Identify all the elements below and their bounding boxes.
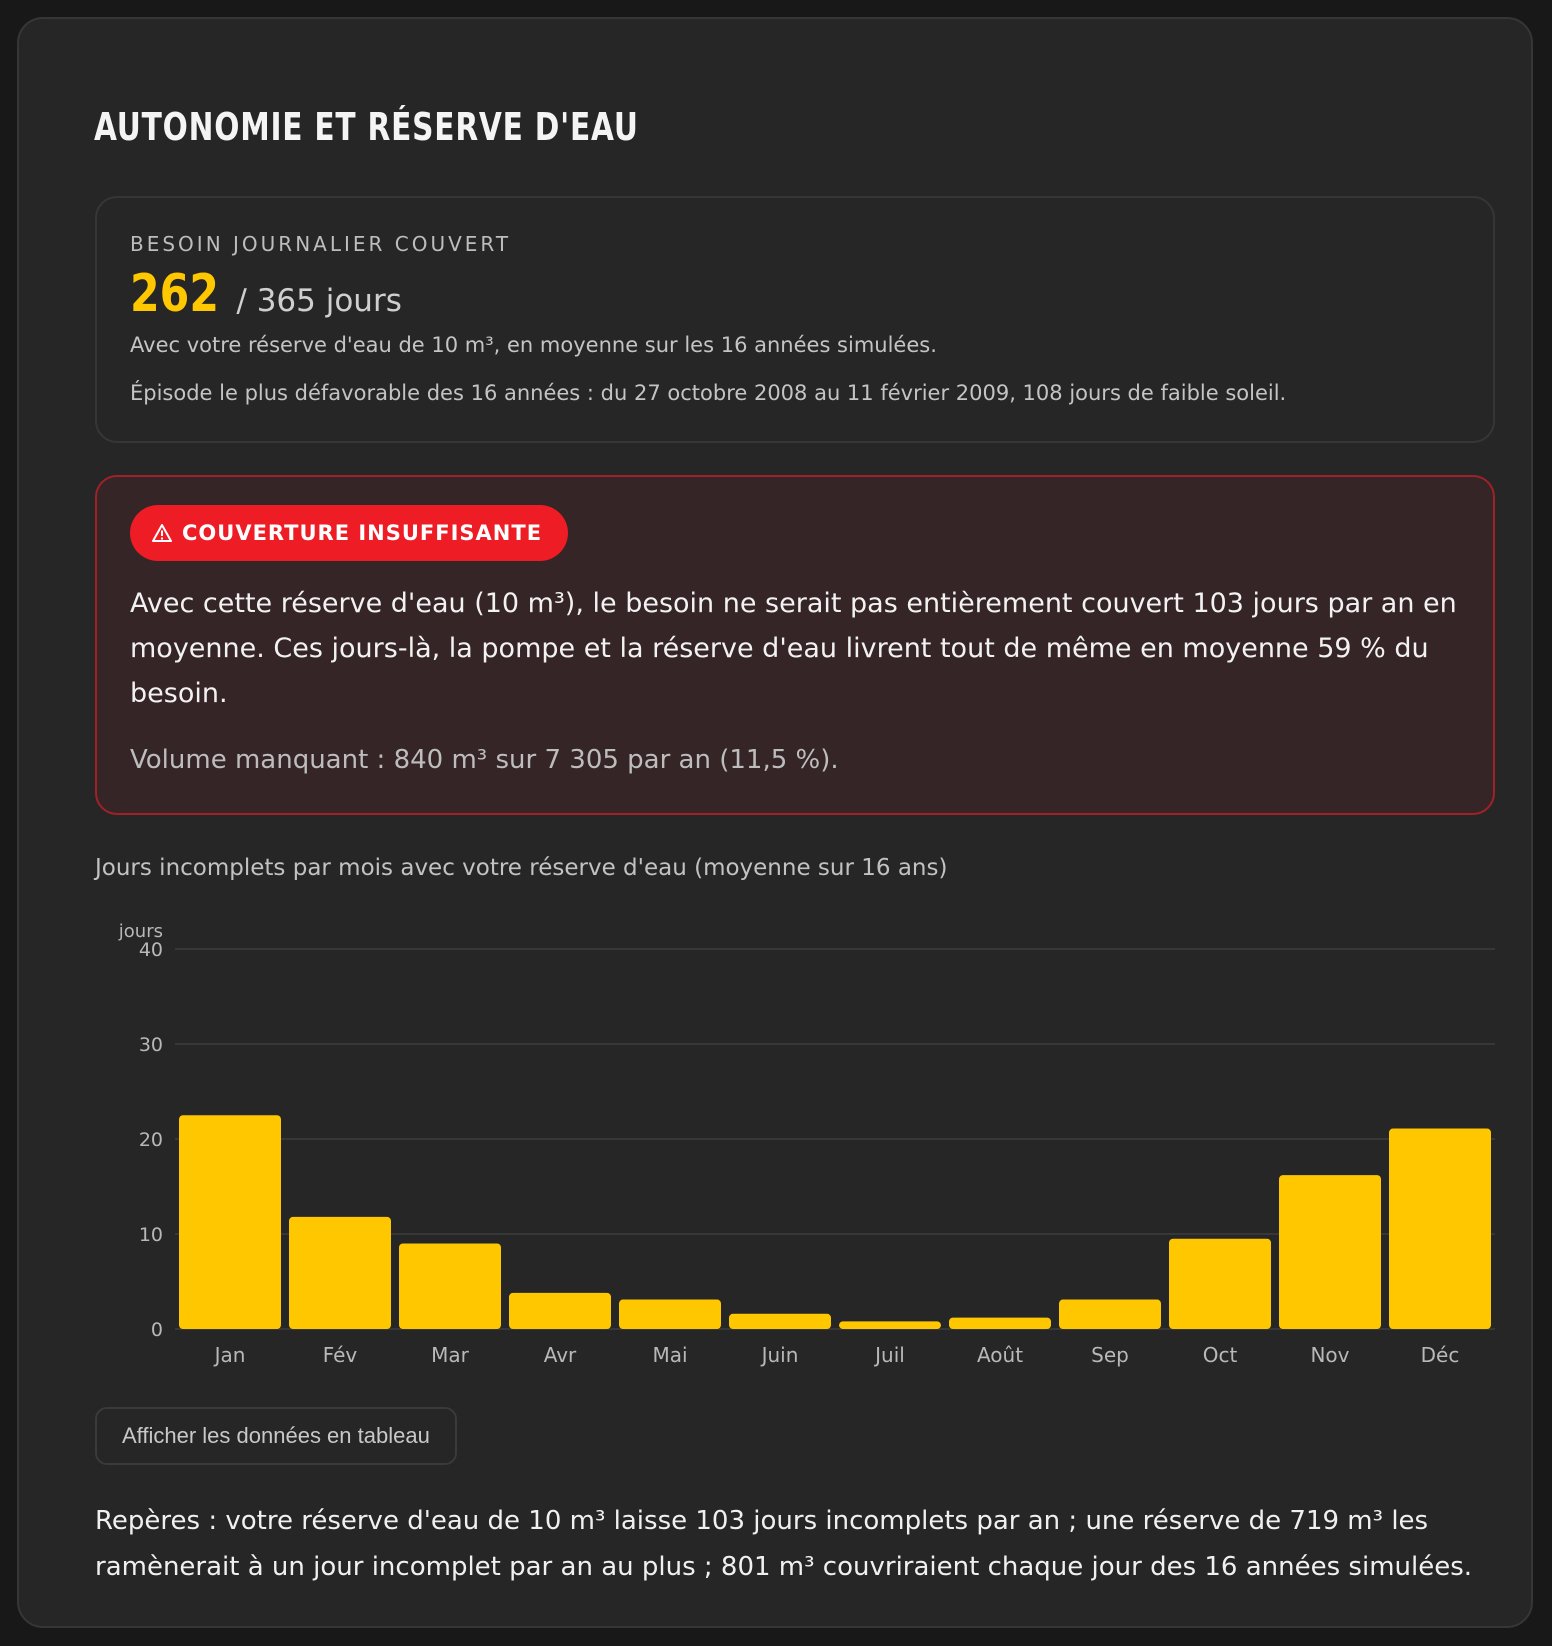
bar-nov	[1279, 1175, 1381, 1329]
bar-jan	[179, 1115, 281, 1329]
x-tick-label: Sep	[1091, 1343, 1129, 1367]
autonomy-card: AUTONOMIE ET RÉSERVE D'EAU BESOIN JOURNA…	[17, 17, 1533, 1628]
x-tick-label: Déc	[1421, 1343, 1460, 1367]
bar-fév	[289, 1216, 391, 1329]
x-tick-label: Avr	[544, 1343, 577, 1367]
x-tick-label: Juin	[760, 1343, 799, 1367]
insufficient-coverage-alert: COUVERTURE INSUFFISANTE Avec cette réser…	[95, 475, 1495, 815]
coverage-total: / 365 jours	[226, 283, 402, 319]
bar-déc	[1389, 1128, 1491, 1329]
bar-août	[949, 1317, 1051, 1329]
x-tick-label: Nov	[1310, 1343, 1349, 1367]
x-tick-label: Mai	[652, 1343, 687, 1367]
card-title: AUTONOMIE ET RÉSERVE D'EAU	[94, 105, 639, 149]
show-table-button[interactable]: Afficher les données en tableau	[95, 1407, 457, 1465]
benchmarks-text: Repères : votre réserve d'eau de 10 m³ l…	[95, 1506, 1473, 1582]
alert-message: Avec cette réserve d'eau (10 m³), le bes…	[130, 588, 1457, 709]
y-tick-label: 10	[139, 1224, 163, 1246]
missing-volume: Volume manquant : 840 m³ sur 7 305 par a…	[130, 745, 839, 775]
status-badge-label: COUVERTURE INSUFFISANTE	[182, 521, 543, 545]
y-tick-label: 30	[139, 1034, 163, 1056]
y-tick-label: 20	[139, 1129, 163, 1151]
warning-icon	[152, 524, 172, 542]
monthly-incomplete-days-chart: jours 0 10 20 30 40 Jan Fév Mar Avr Mai Juin Juil Aoû…	[118, 921, 1495, 1367]
bar-sep	[1059, 1299, 1161, 1329]
coverage-line: 262 / 365 jours	[130, 264, 402, 324]
y-tick-label: 40	[139, 939, 163, 961]
x-tick-label: Oct	[1203, 1343, 1238, 1367]
coverage-note: Avec votre réserve d'eau de 10 m³, en mo…	[130, 333, 937, 357]
status-badge: COUVERTURE INSUFFISANTE	[130, 505, 569, 561]
coverage-value: 262	[130, 264, 220, 324]
bar-juil	[839, 1321, 941, 1329]
x-tick-label: Fév	[323, 1343, 358, 1367]
x-tick-label: Mar	[431, 1343, 470, 1367]
bar-oct	[1169, 1238, 1271, 1329]
chart-title: Jours incomplets par mois avec votre rés…	[95, 855, 948, 881]
x-tick-label: Août	[977, 1343, 1023, 1367]
bar-mar	[399, 1243, 501, 1329]
x-tick-label: Juil	[873, 1343, 905, 1367]
coverage-label: BESOIN JOURNALIER COUVERT	[130, 232, 512, 256]
worst-episode-note: Épisode le plus défavorable des 16 année…	[130, 381, 1287, 405]
bar-mai	[619, 1299, 721, 1329]
x-tick-label: Jan	[213, 1343, 246, 1367]
y-tick-label: 0	[151, 1319, 163, 1341]
y-axis-label: jours	[118, 921, 163, 942]
bar-juin	[729, 1313, 831, 1329]
coverage-summary: BESOIN JOURNALIER COUVERT 262 / 365 jour…	[95, 196, 1495, 443]
bar-avr	[509, 1292, 611, 1329]
